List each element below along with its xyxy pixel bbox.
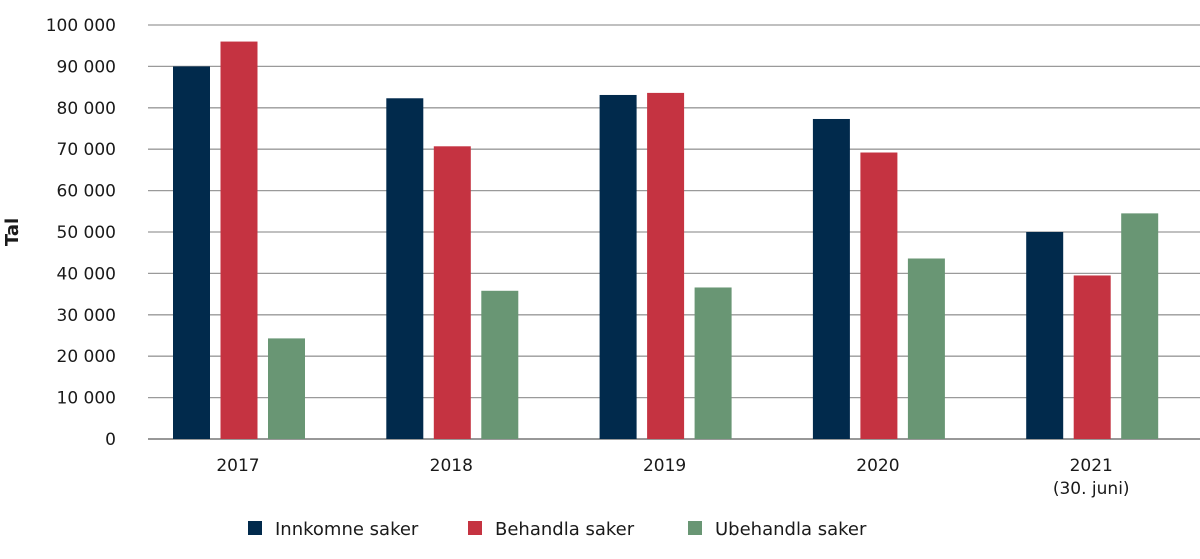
y-tick-label: 40 000 [57, 264, 116, 284]
legend-label: Behandla saker [495, 519, 635, 540]
bar-behandla-saker-2019 [647, 92, 685, 440]
y-tick-label: 10 000 [57, 389, 116, 409]
bar-ubehandla-saker-2021 [1121, 213, 1159, 439]
bar-ubehandla-saker-2020 [907, 258, 945, 439]
y-tick-label: 70 000 [57, 140, 116, 160]
x-tick-label: 2020 [856, 456, 899, 476]
bar-behandla-saker-2018 [433, 146, 471, 439]
x-tick-label: 2019 [643, 456, 686, 476]
bar-innkomne-saker-2019 [599, 94, 637, 439]
y-axis-label: Tal [2, 218, 23, 246]
bar-innkomne-saker-2017 [173, 66, 210, 440]
bar-innkomne-saker-2018 [386, 98, 424, 439]
y-tick-label: 20 000 [57, 347, 116, 367]
x-tick-label: 2017 [216, 456, 259, 476]
y-tick-label: 80 000 [57, 99, 116, 119]
y-tick-label: 30 000 [57, 306, 116, 326]
x-tick-label: 2021 [1070, 456, 1113, 476]
bar-ubehandla-saker-2017 [268, 338, 305, 439]
x-tick-label: 2018 [430, 456, 473, 476]
legend-label: Innkomne saker [275, 519, 419, 540]
y-tick-label: 60 000 [57, 182, 116, 202]
bar-ubehandla-saker-2018 [481, 290, 519, 439]
bar-innkomne-saker-2020 [812, 118, 850, 439]
legend-swatch [248, 521, 262, 535]
legend-label: Ubehandla saker [715, 519, 867, 540]
x-tick-sublabel: (30. juni) [1053, 479, 1130, 499]
legend-swatch [468, 521, 482, 535]
bar-behandla-saker-2021 [1073, 275, 1111, 439]
bar-behandla-saker-2017 [220, 41, 258, 440]
bar-innkomne-saker-2021 [1026, 232, 1064, 439]
bar-behandla-saker-2020 [860, 152, 898, 439]
y-tick-label: 100 000 [46, 16, 116, 36]
y-tick-label: 0 [105, 430, 116, 450]
y-tick-label: 90 000 [57, 57, 116, 77]
legend-swatch [688, 521, 702, 535]
y-tick-label: 50 000 [57, 223, 116, 243]
bar-ubehandla-saker-2019 [694, 287, 732, 439]
